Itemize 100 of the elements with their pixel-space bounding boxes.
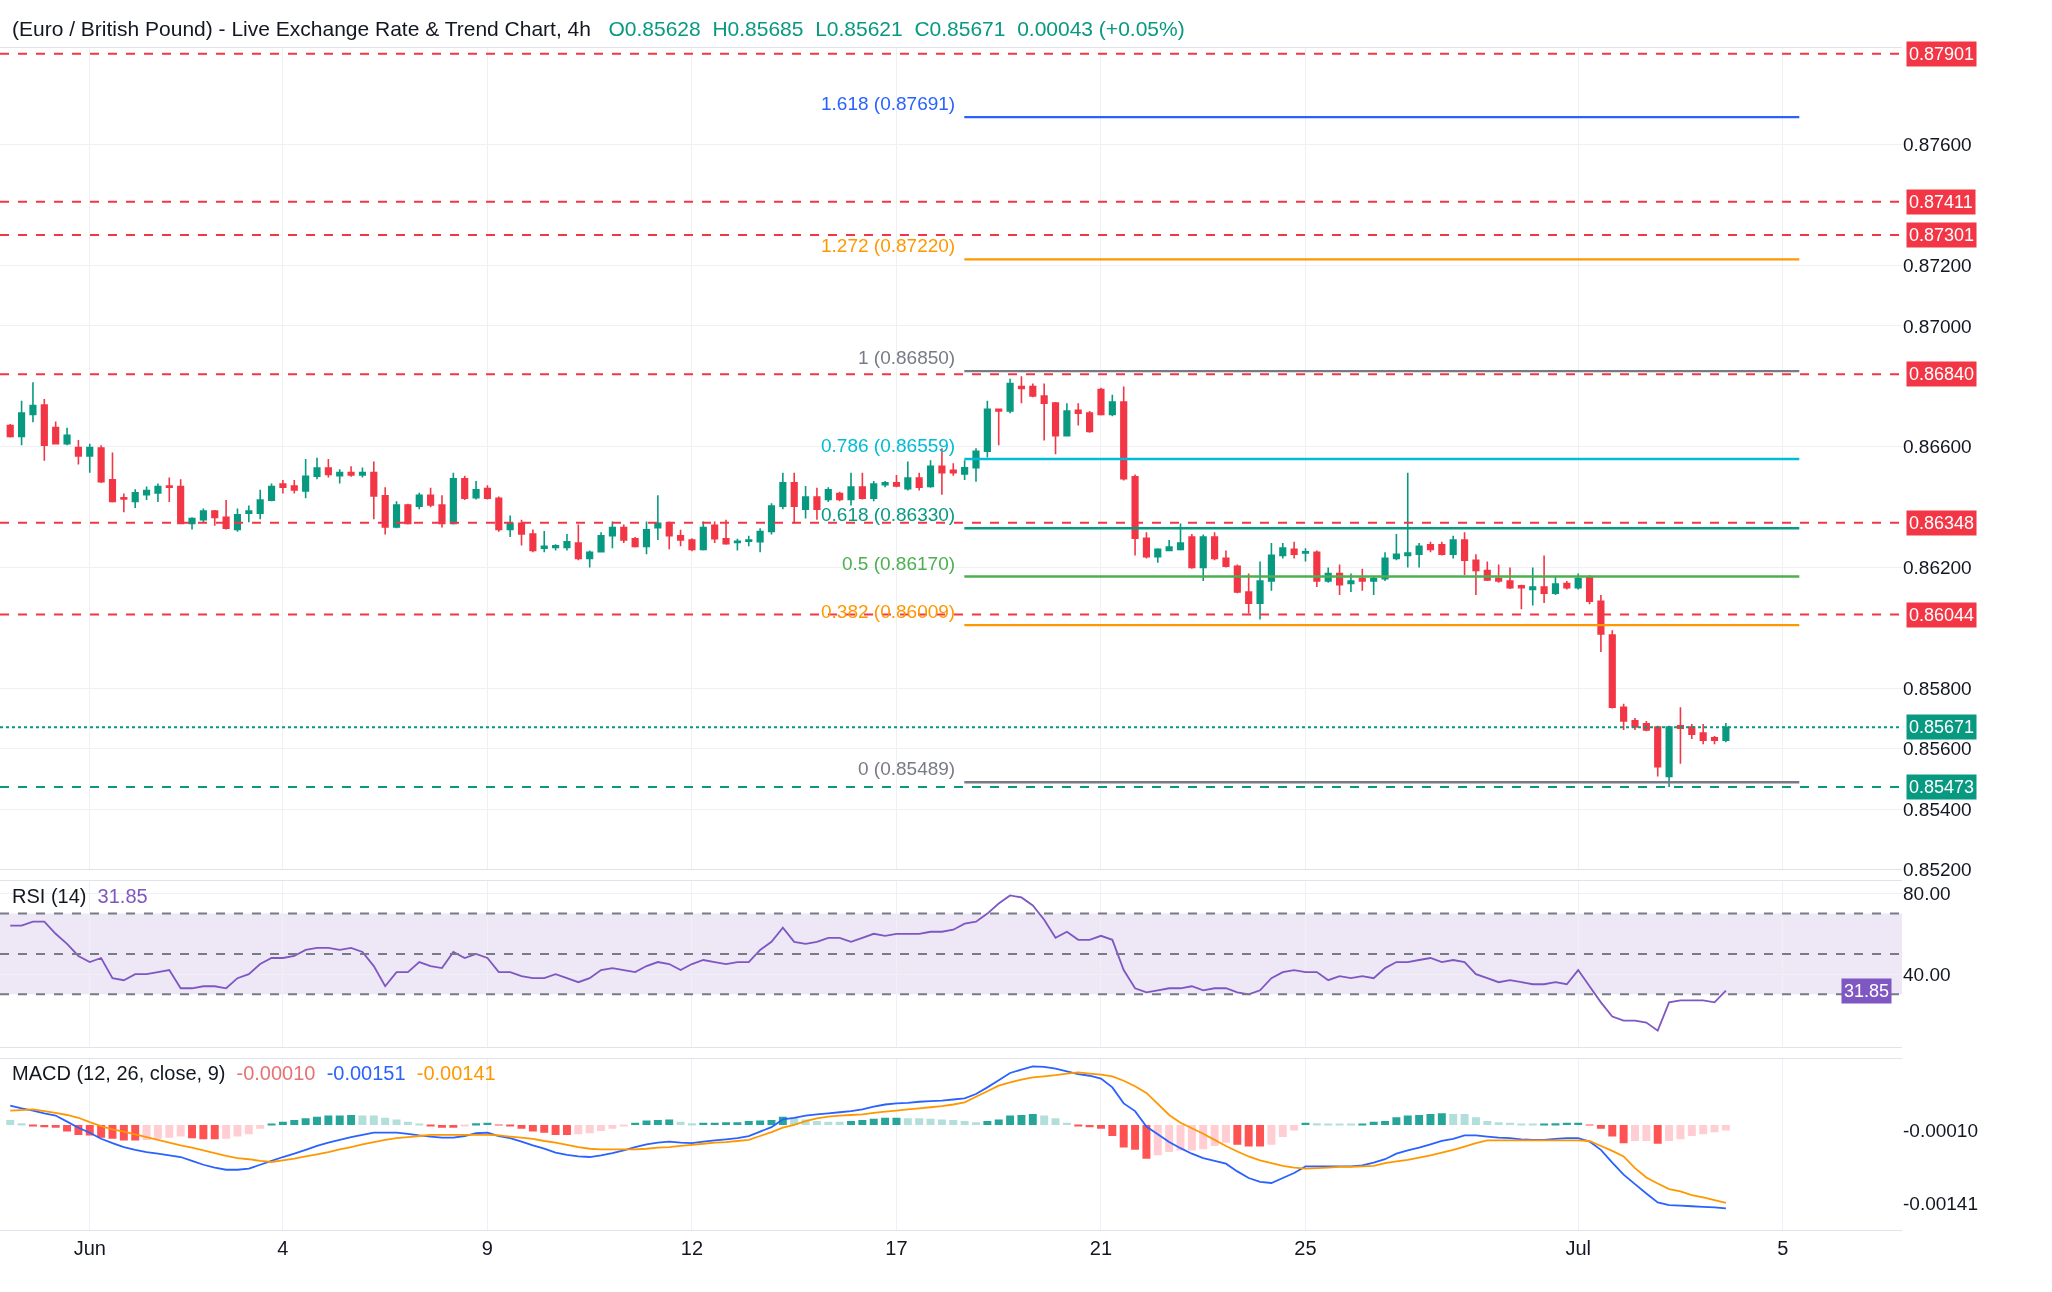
x-tick-label: Jun <box>73 1237 106 1259</box>
ref-line-label: 1.272 (0.87220) <box>821 235 956 256</box>
candlestick <box>1222 549 1230 569</box>
x-tick-label: 9 <box>481 1237 493 1259</box>
candlestick <box>1415 542 1423 569</box>
bar <box>1415 1115 1424 1125</box>
candlestick <box>733 537 741 552</box>
bar <box>937 1119 946 1125</box>
ref-line-label: 0.87901 <box>1909 44 1975 64</box>
bar <box>1142 1124 1151 1159</box>
candlestick <box>779 471 787 510</box>
bar <box>676 1121 685 1125</box>
y-tick-label: -0.00141 <box>1903 1192 1979 1214</box>
bar <box>994 1119 1003 1125</box>
bar <box>278 1121 287 1125</box>
bar <box>892 1117 901 1125</box>
candlestick <box>620 523 628 544</box>
candlestick <box>1438 541 1446 557</box>
bar <box>1665 1124 1674 1141</box>
candlestick <box>86 442 94 474</box>
bar <box>949 1119 958 1125</box>
candlestick <box>654 494 662 541</box>
bar <box>1449 1113 1458 1125</box>
bar <box>256 1124 265 1129</box>
bar <box>1437 1113 1446 1125</box>
candlestick <box>1074 402 1082 427</box>
candlestick <box>1517 583 1525 610</box>
candlestick <box>563 533 571 552</box>
y-tick-label: 0.85600 <box>1903 738 1972 760</box>
candlestick <box>1290 541 1298 560</box>
x-tick-label: 12 <box>680 1237 704 1259</box>
x-tick-label: 21 <box>1089 1237 1113 1259</box>
bar <box>233 1124 242 1137</box>
candlestick <box>245 504 253 523</box>
bar <box>1460 1113 1469 1125</box>
bar <box>210 1124 219 1140</box>
bar <box>1165 1124 1174 1153</box>
candlestick <box>52 420 60 446</box>
candlestick <box>1370 576 1378 596</box>
y-tick-label: 0.85400 <box>1903 798 1972 820</box>
ref-line-label: 1 (0.86850) <box>858 347 956 368</box>
ref-line-label: 0.618 (0.86330) <box>821 504 956 525</box>
bar <box>313 1116 321 1125</box>
bar <box>574 1124 583 1135</box>
y-tick-label: 80.00 <box>1903 883 1951 905</box>
ref-line-label: 0.87411 <box>1909 192 1973 212</box>
bar <box>1017 1115 1026 1125</box>
y-tick-label: 0.87200 <box>1903 255 1972 277</box>
candlestick <box>199 507 207 523</box>
candlestick <box>392 500 401 530</box>
candlestick <box>677 528 685 548</box>
candlestick <box>267 482 276 503</box>
candlestick <box>529 528 537 554</box>
bar <box>267 1123 276 1126</box>
candlestick <box>1608 629 1616 710</box>
bar <box>6 1119 15 1125</box>
x-tick-label: 25 <box>1294 1237 1317 1259</box>
candlestick <box>1063 402 1071 437</box>
candlestick <box>1688 723 1696 740</box>
candlestick <box>904 460 912 492</box>
ref-line-label: 0.86840 <box>1909 364 1975 384</box>
candlestick <box>972 447 980 483</box>
ref-line-label: 0.382 (0.86009) <box>821 601 956 622</box>
bar <box>176 1124 185 1137</box>
bar <box>1358 1123 1367 1126</box>
bar <box>926 1118 935 1125</box>
bar <box>653 1119 662 1125</box>
bar <box>619 1124 628 1127</box>
bar <box>1642 1124 1651 1141</box>
candlestick <box>1256 560 1264 621</box>
y-tick-label: 0.85800 <box>1903 677 1972 699</box>
bar <box>392 1119 401 1125</box>
ref-line-label: 0 (0.85489) <box>858 758 956 779</box>
bar <box>1221 1124 1230 1143</box>
candlestick <box>1017 375 1026 404</box>
candlestick <box>1211 531 1219 562</box>
bar <box>1210 1124 1219 1146</box>
candlestick <box>506 514 514 538</box>
candlestick <box>120 492 128 513</box>
bar <box>1153 1124 1162 1156</box>
bar <box>824 1121 833 1125</box>
candlestick <box>711 520 719 544</box>
bar <box>1699 1124 1708 1135</box>
candlestick <box>1472 553 1480 596</box>
candlestick <box>961 459 969 481</box>
candlestick <box>756 527 764 554</box>
candlestick <box>642 520 651 555</box>
bar <box>1471 1117 1480 1125</box>
bar <box>665 1119 674 1125</box>
bar <box>290 1119 299 1125</box>
candlestick <box>1563 580 1571 591</box>
annotation: 31.85 <box>97 885 148 907</box>
bar <box>1256 1124 1265 1147</box>
bar <box>597 1124 606 1132</box>
bar <box>324 1115 333 1125</box>
bar <box>1199 1124 1208 1150</box>
candlestick <box>1540 554 1548 604</box>
candlestick <box>745 534 753 548</box>
candlestick <box>1631 717 1639 731</box>
bar <box>915 1118 924 1125</box>
